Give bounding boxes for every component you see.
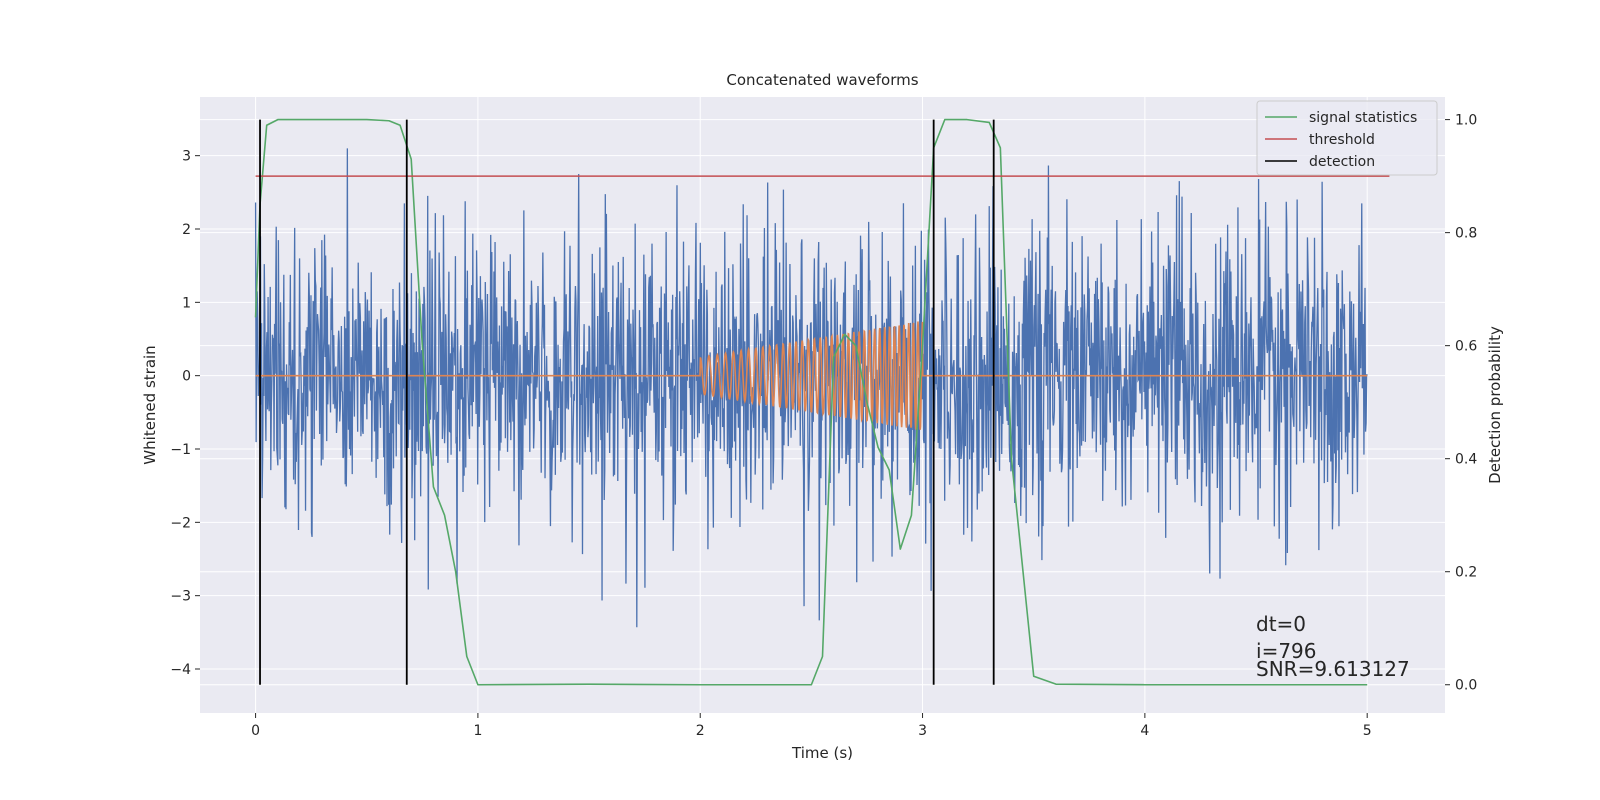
annotation-dt: dt=0 bbox=[1256, 612, 1306, 636]
y2-axis-label: Detection probability bbox=[1486, 326, 1504, 484]
y-tick-label: 0 bbox=[182, 369, 191, 385]
series-strain-line bbox=[254, 148, 1368, 628]
x-tick-label: 1 bbox=[473, 723, 482, 739]
x-axis-label: Time (s) bbox=[791, 744, 853, 762]
legend-box bbox=[1256, 100, 1438, 176]
y-tick-label: 1 bbox=[182, 295, 191, 311]
y2-tick-label: 0.2 bbox=[1455, 565, 1477, 581]
legend-label-threshold: threshold bbox=[1309, 132, 1375, 148]
x-tick-label: 3 bbox=[918, 723, 927, 739]
legend: signal statistics threshold detection bbox=[1256, 100, 1438, 176]
y-tick-label: 2 bbox=[182, 222, 191, 238]
x-tick-label: 0 bbox=[251, 723, 260, 739]
y2-tick-label: 0.8 bbox=[1455, 226, 1477, 242]
series-signal-statistics-line bbox=[254, 118, 1368, 686]
y2-tick-label: 0.6 bbox=[1455, 339, 1477, 355]
y-tick-label: −3 bbox=[170, 589, 191, 605]
x-axis: 0 1 2 3 4 5 bbox=[251, 713, 1372, 739]
y-tick-label: −4 bbox=[170, 662, 191, 678]
plot-content bbox=[254, 118, 1390, 686]
y-axis-right: 0.0 0.2 0.4 0.6 0.8 1.0 bbox=[1445, 113, 1477, 694]
y-tick-label: −2 bbox=[170, 515, 191, 531]
y2-tick-label: 1.0 bbox=[1455, 113, 1477, 129]
y-axis-left: −4 −3 −2 −1 0 1 2 3 bbox=[170, 149, 200, 678]
y-axis-label: Whitened strain bbox=[141, 345, 159, 464]
series-template-line bbox=[255, 321, 1368, 430]
x-tick-label: 4 bbox=[1140, 723, 1149, 739]
legend-label-signal-statistics: signal statistics bbox=[1309, 110, 1417, 126]
annotation-index: i=796 bbox=[1256, 639, 1317, 663]
x-tick-label: 5 bbox=[1363, 723, 1372, 739]
y-tick-label: −1 bbox=[170, 442, 191, 458]
annotation-snr: SNR=9.613127 bbox=[1256, 657, 1410, 681]
y2-tick-label: 0.0 bbox=[1455, 678, 1477, 694]
y2-tick-label: 0.4 bbox=[1455, 452, 1477, 468]
y-tick-label: 3 bbox=[182, 149, 191, 165]
x-tick-label: 2 bbox=[696, 723, 705, 739]
legend-label-detection: detection bbox=[1309, 154, 1375, 170]
series-layer bbox=[254, 118, 1390, 686]
chart-title: Concatenated waveforms bbox=[726, 71, 918, 89]
